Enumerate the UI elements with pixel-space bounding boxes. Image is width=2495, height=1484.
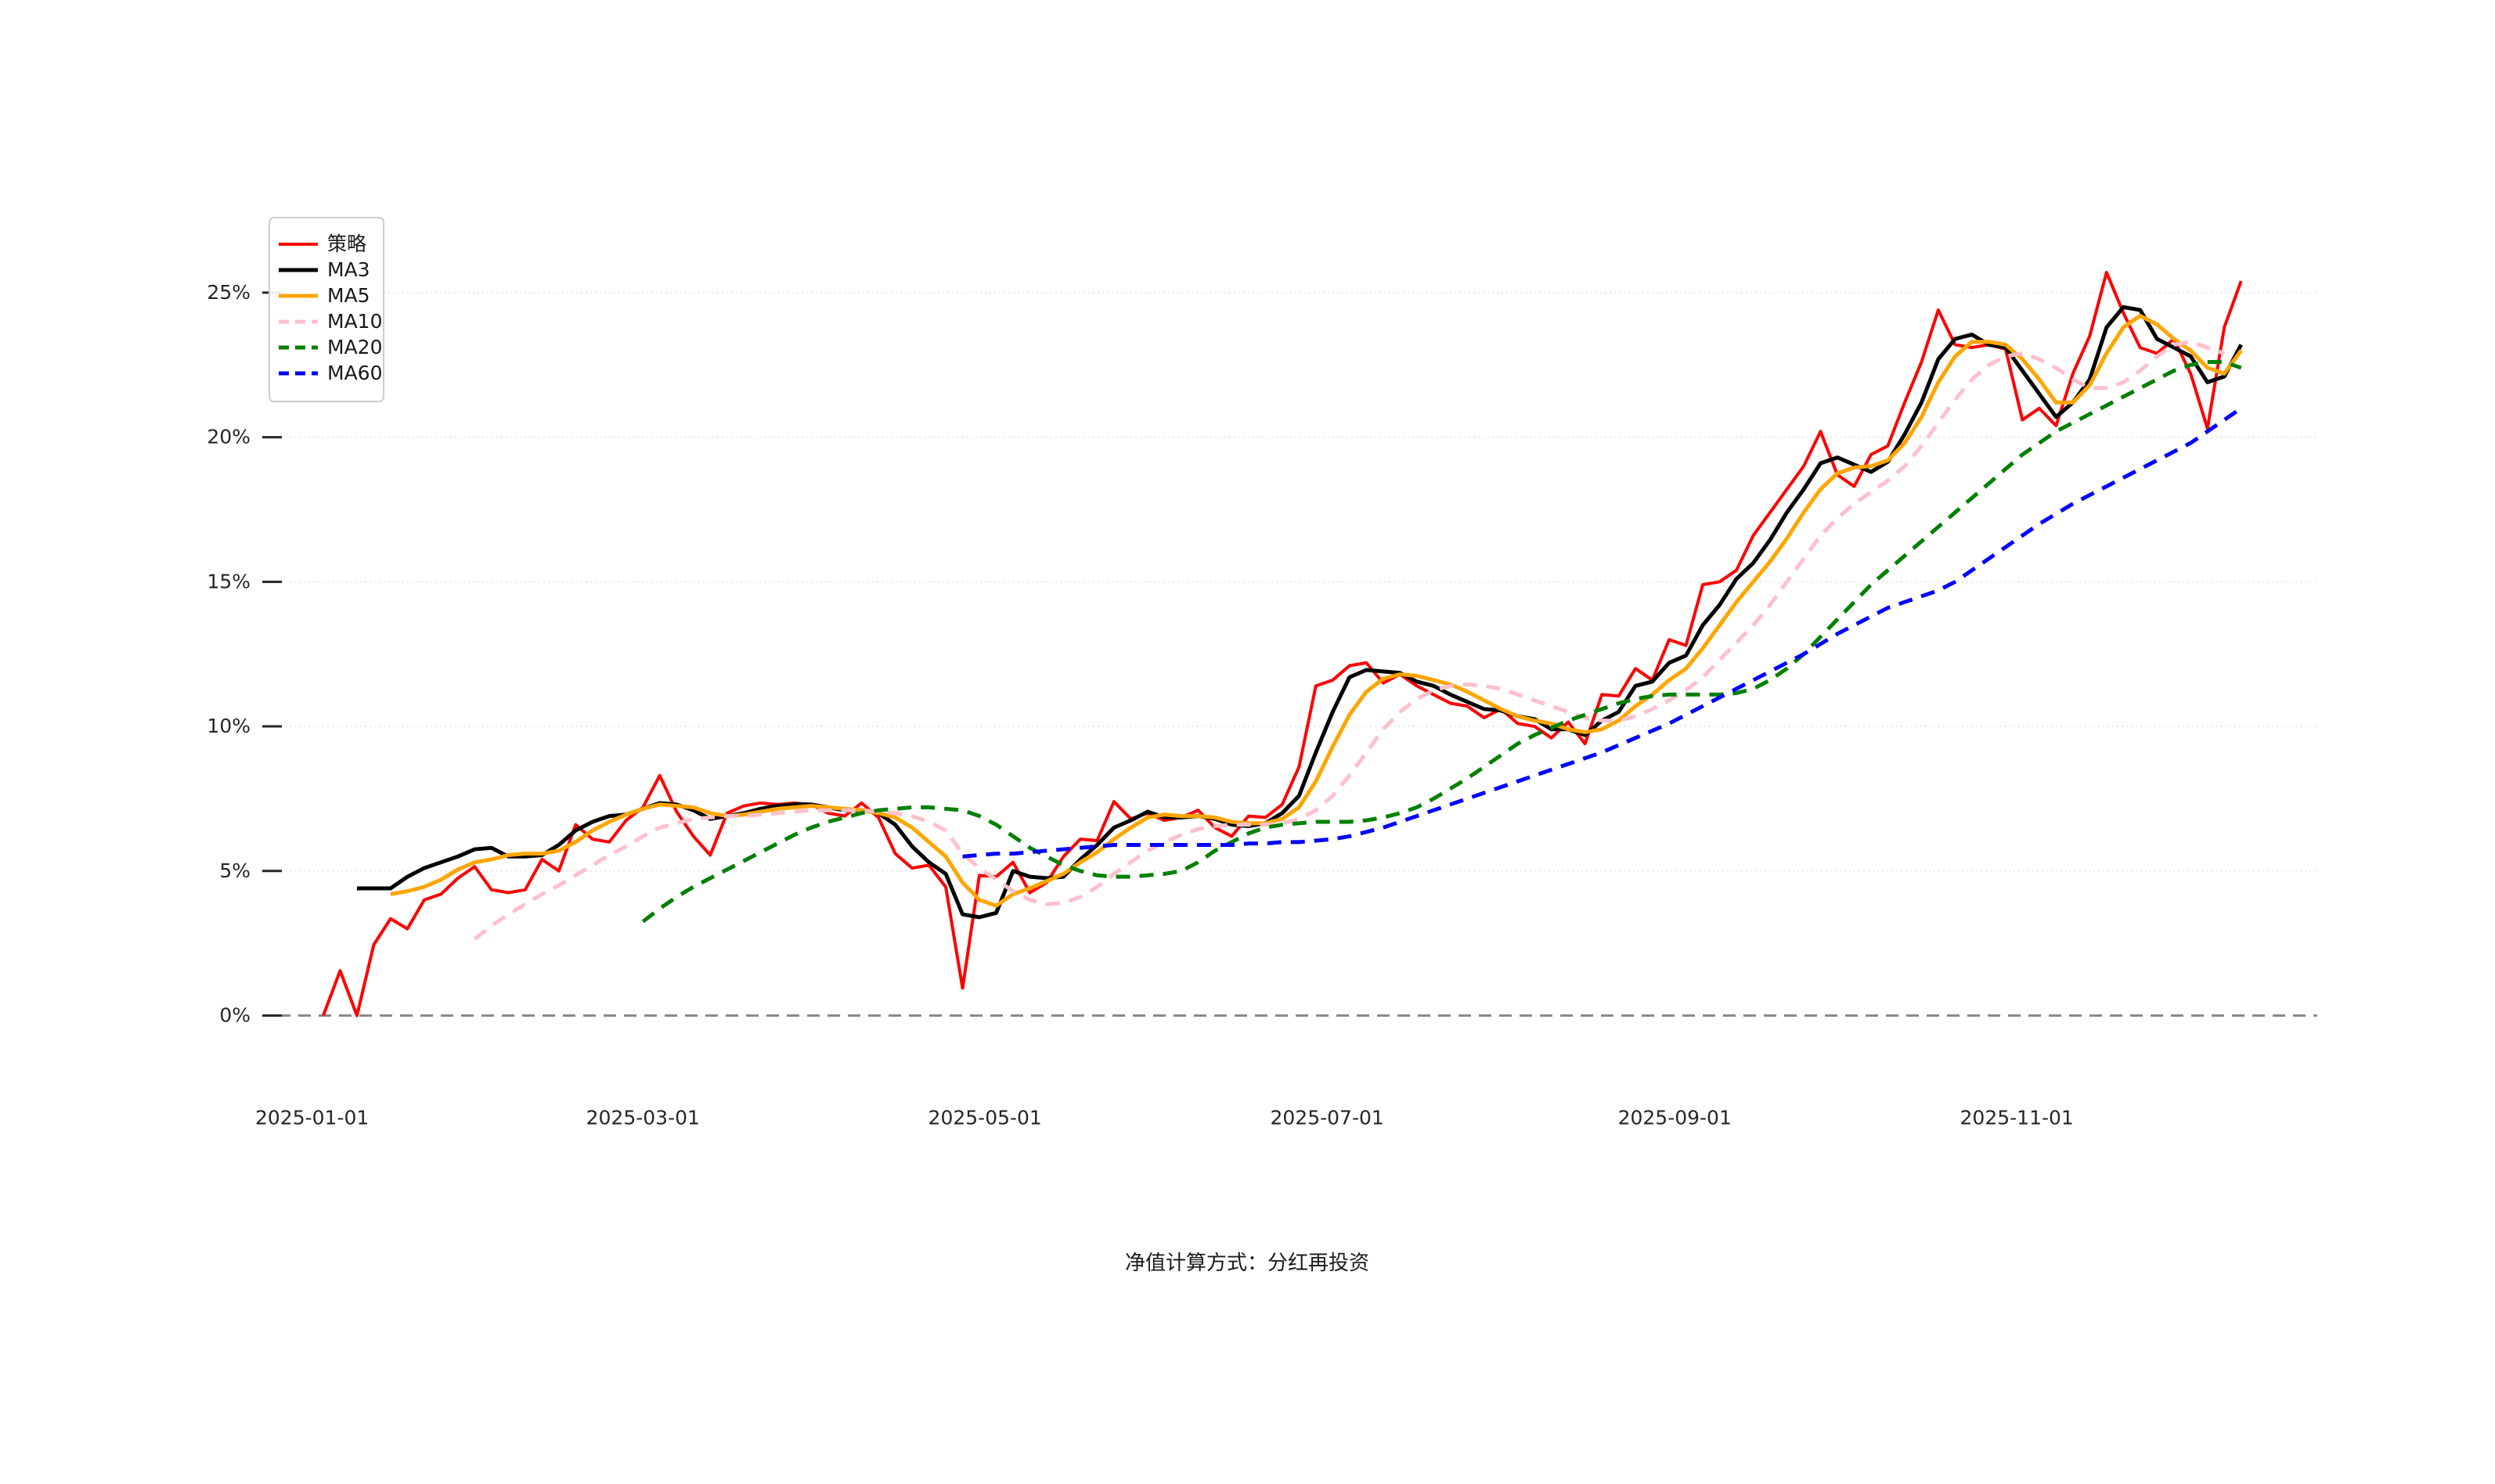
series-line-MA20 — [641, 360, 2242, 924]
series-line-MA10 — [473, 340, 2226, 941]
data-series — [322, 271, 2243, 1018]
y-tick-label: 15% — [207, 570, 251, 593]
legend-label-MA60[interactable]: MA60 — [327, 362, 382, 384]
x-tick-label: 2025-01-01 — [255, 1106, 369, 1129]
y-tick-label: 25% — [207, 281, 251, 304]
y-axis-ticks: 0% 5% 10% 15% 20% 25% — [207, 281, 282, 1027]
series-line-MA60 — [962, 406, 2243, 859]
x-tick-label: 2025-03-01 — [586, 1106, 700, 1129]
legend-label-MA10[interactable]: MA10 — [327, 310, 382, 333]
legend-label-MA3[interactable]: MA3 — [327, 258, 370, 281]
x-tick-label: 2025-11-01 — [1960, 1106, 2074, 1129]
x-tick-label: 2025-05-01 — [928, 1106, 1042, 1129]
series-line-策略 — [322, 271, 2243, 1018]
y-tick-label: 10% — [207, 715, 251, 737]
legend-label-MA5[interactable]: MA5 — [327, 284, 370, 307]
x-tick-label: 2025-09-01 — [1618, 1106, 1732, 1129]
y-tick-label: 5% — [219, 859, 251, 882]
x-tick-label: 2025-07-01 — [1270, 1106, 1383, 1129]
series-line-MA5 — [390, 313, 2243, 908]
footnote-label: 净值计算方式：分红再投资 — [1125, 1252, 1369, 1275]
y-tick-label: 20% — [207, 426, 251, 448]
legend-label-策略[interactable]: 策略 — [327, 232, 366, 255]
legend-label-MA20[interactable]: MA20 — [327, 336, 382, 358]
chart-legend[interactable]: 策略 MA3 MA5 MA10 MA20 MA60 — [269, 217, 384, 402]
x-axis-ticks: 2025-01-01 2025-03-01 2025-05-01 2025-07-01… — [255, 1106, 2074, 1129]
legend-box — [269, 217, 384, 402]
y-tick-label: 0% — [219, 1004, 251, 1027]
